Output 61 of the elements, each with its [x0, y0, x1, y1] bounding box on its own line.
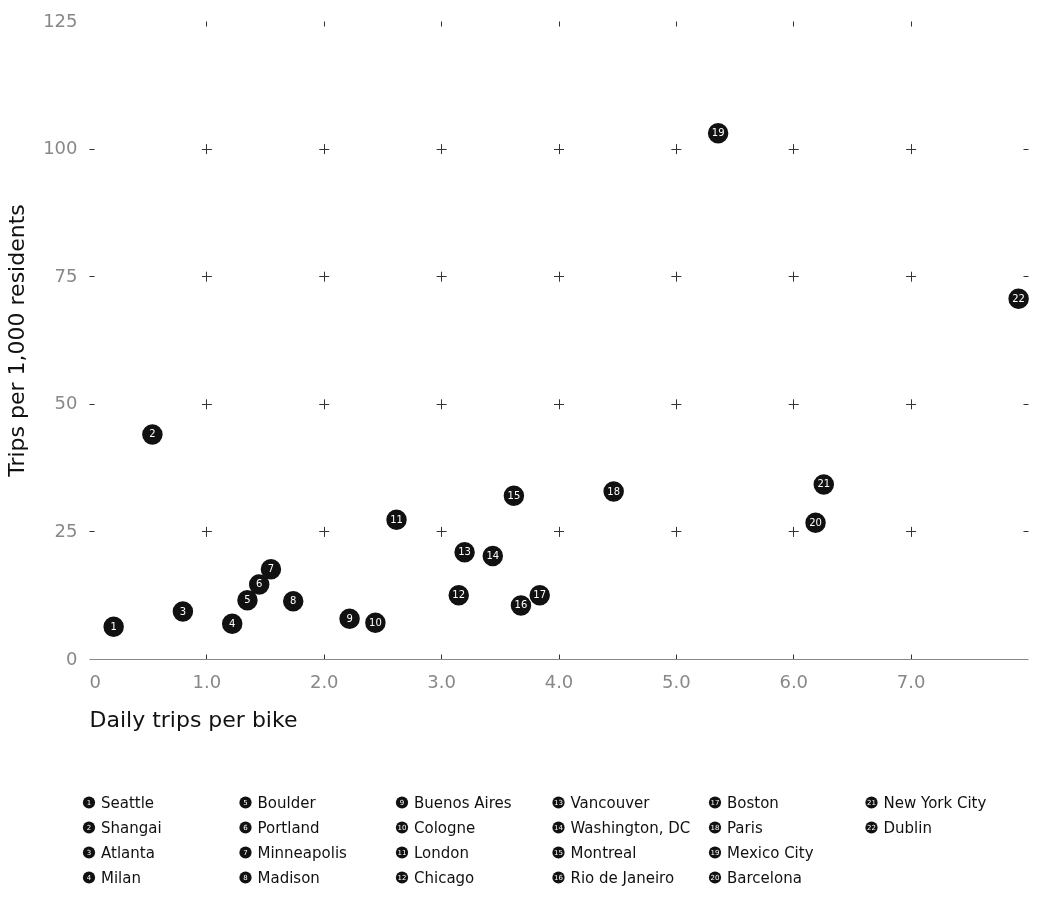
legend-label: Milan [101, 868, 141, 887]
y-tick-label: 25 [54, 519, 78, 541]
annotation: 11 [390, 513, 403, 525]
annotation: 15 [507, 489, 521, 501]
x-tick-label: 6.0 [779, 670, 809, 692]
legend-label: Mexico City [727, 843, 814, 862]
x-tick-label: 0 [89, 670, 101, 692]
legend-label: Seattle [101, 793, 155, 812]
annotation: 22 [1012, 292, 1025, 304]
annotation: 16 [514, 599, 528, 611]
legend-label: London [414, 843, 469, 862]
legend-label: Boston [727, 793, 779, 812]
annotation: 8 [290, 595, 297, 607]
annotation: 6 [256, 578, 263, 590]
x-tick-label: 5.0 [662, 670, 691, 692]
annotation: 19 [711, 127, 725, 139]
legend-label: Cologne [414, 818, 476, 837]
annotation: 3 [179, 605, 187, 617]
y-tick-label: 0 [66, 647, 78, 669]
annotation: 2 [149, 428, 156, 440]
legend-label: Shangai [101, 818, 162, 837]
annotation: 4 [229, 617, 236, 629]
legend-label: Washington, DC [570, 818, 691, 837]
legend-label: Rio de Janeiro [570, 868, 675, 887]
annotation: 13 [458, 546, 471, 558]
legend-label: New York City [883, 793, 987, 812]
legend-label: Chicago [414, 868, 475, 887]
x-tick-label: 3.0 [427, 670, 456, 692]
x-tick-label: 4.0 [544, 670, 574, 692]
legend-label: Madison [257, 868, 320, 887]
y-tick-label: 75 [54, 264, 78, 286]
annotation: 9 [346, 612, 353, 624]
annotation: 21 [817, 478, 831, 490]
legend-label: Boulder [257, 793, 317, 812]
legend-label: Paris [727, 818, 763, 837]
legend-label: Montreal [570, 843, 637, 862]
annotation: 1 [110, 620, 117, 632]
legend-label: Buenos Aires [414, 793, 512, 812]
legend-label: Barcelona [727, 868, 802, 887]
legend-label: Minneapolis [257, 843, 348, 862]
x-tick-label: 2.0 [309, 670, 339, 692]
annotation: 17 [533, 589, 547, 601]
legend-label: Portland [257, 818, 320, 837]
legend-label: Atlanta [101, 843, 155, 862]
point [103, 616, 124, 638]
y-tick-label: 100 [43, 137, 78, 159]
x-axis-title: Daily trips per bike [89, 706, 298, 732]
annotation: 20 [809, 516, 822, 528]
x-tick-label: 1.0 [192, 670, 222, 692]
legend-label: Dublin [883, 818, 932, 837]
x-tick-label: 7.0 [896, 670, 926, 692]
annotation: 10 [369, 616, 382, 628]
y-tick-label: 50 [54, 392, 78, 414]
annotation: 14 [486, 549, 500, 561]
annotation: 18 [607, 485, 621, 497]
annotation: 5 [244, 594, 251, 606]
y-tick-label: 125 [43, 9, 78, 31]
y-axis-title: Trips per 1,000 residents [4, 204, 30, 478]
legend-label: Vancouver [570, 793, 651, 812]
annotation: 12 [452, 589, 466, 601]
annotation: 7 [267, 563, 275, 575]
